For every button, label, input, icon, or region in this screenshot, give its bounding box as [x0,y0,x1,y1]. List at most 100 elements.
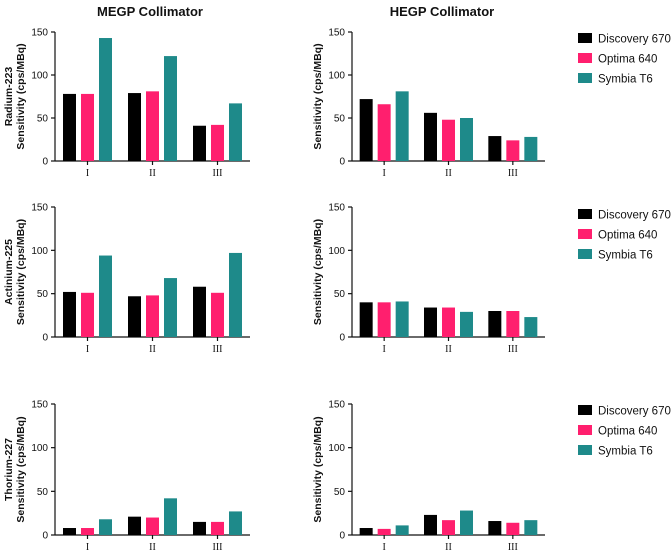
y-axis-label: Sensitivity (cps/MBq) [15,219,27,325]
bar-symbia-t6-III [524,136,538,161]
legend: Discovery 670 Optima 640 Symbia T6 [578,405,671,458]
y-axis-label: Sensitivity (cps/MBq) [312,416,324,522]
x-tick-label: II [149,542,156,553]
bar-discovery-670-II [424,307,437,337]
legend-swatch [578,229,592,239]
bar-symbia-t6-III [524,317,538,337]
legend-label: Symbia T6 [598,250,653,262]
bar-optima-640-II [442,119,455,161]
bar-optima-640-I [81,93,94,161]
legend-label: Optima 640 [598,54,657,66]
y-tick-label: 0 [339,157,345,168]
y-tick-label: 150 [31,203,48,214]
legend-label: Optima 640 [598,230,657,242]
y-tick-label: 0 [339,333,345,344]
bar-optima-640-III [211,124,224,161]
legend-swatch [578,209,592,219]
bar-symbia-t6-II [460,118,473,161]
x-tick-label: I [382,542,385,553]
bar-optima-640-I [377,104,391,161]
y-axis-label: Sensitivity (cps/MBq) [312,219,324,325]
bar-optima-640-III [506,522,520,535]
bar-optima-640-II [146,91,159,161]
y-tick-label: 100 [328,71,345,82]
legend-swatch [578,425,592,435]
x-tick-label: I [382,168,385,179]
bar-optima-640-III [506,311,520,337]
y-tick-label: 150 [328,203,345,214]
y-tick-label: 50 [334,114,346,125]
bar-optima-640-III [506,140,520,161]
x-tick-label: I [382,344,385,355]
x-tick-label: II [445,344,452,355]
chart-panel-3: 0 50 100 150 Sensitivity (cps/MBq)Actinium-2… [3,203,250,355]
y-tick-label: 150 [31,28,48,39]
legend: Discovery 670 Optima 640 Symbia T6 [578,209,671,262]
x-tick-label: I [86,168,89,179]
column-title-hegp: HEGP Collimator [390,4,495,19]
y-tick-label: 100 [31,246,48,257]
legend-label: Discovery 670 [598,210,671,222]
bar-symbia-t6-II [164,278,177,337]
chart-panel-1: 0 50 100 150 Sensitivity (cps/MBq)Radium-223… [3,28,250,179]
bar-symbia-t6-II [164,498,177,535]
x-tick-label: II [149,168,156,179]
legend-swatch [578,445,592,455]
y-tick-label: 0 [42,531,48,542]
bar-discovery-670-I [359,528,373,535]
row-label: Thorium-227 [3,438,15,501]
bar-optima-640-I [377,302,391,337]
bar-symbia-t6-I [99,255,112,337]
legend-swatch [578,53,592,63]
chart-panel-5: 0 50 100 150 Sensitivity (cps/MBq)Thorium-22… [3,400,250,553]
bar-symbia-t6-II [460,510,473,535]
legend-label: Discovery 670 [598,34,671,46]
y-tick-label: 50 [334,289,346,300]
row-label: Actinium-225 [3,239,15,305]
bar-discovery-670-II [128,93,141,161]
bar-optima-640-III [211,521,224,535]
bar-optima-640-II [146,517,159,535]
legend-label: Optima 640 [598,426,657,438]
bar-optima-640-II [442,520,455,535]
row-label: Radium-223 [3,67,15,127]
y-tick-label: 0 [42,157,48,168]
legend-label: Discovery 670 [598,406,671,418]
bar-discovery-670-III [193,286,206,337]
bar-discovery-670-II [424,514,437,535]
y-tick-label: 100 [31,443,48,454]
bar-discovery-670-III [193,125,206,161]
y-tick-label: 100 [328,443,345,454]
x-tick-label: II [149,344,156,355]
bar-symbia-t6-I [395,91,409,161]
bar-discovery-670-III [488,311,502,337]
y-axis-label: Sensitivity (cps/MBq) [312,43,324,149]
bar-symbia-t6-III [229,103,242,161]
y-axis-label: Sensitivity (cps/MBq) [15,416,27,522]
x-tick-label: I [86,542,89,553]
x-tick-label: II [445,168,452,179]
x-tick-label: III [508,168,518,179]
x-tick-label: III [213,344,223,355]
y-tick-label: 150 [328,28,345,39]
y-tick-label: 150 [31,400,48,411]
bar-discovery-670-I [63,93,76,161]
bar-symbia-t6-III [524,520,538,535]
legend-swatch [578,73,592,83]
bar-optima-640-I [81,528,94,535]
y-tick-label: 0 [339,531,345,542]
x-tick-label: III [213,542,223,553]
bar-discovery-670-I [63,528,76,535]
bar-symbia-t6-I [99,38,112,161]
legend-swatch [578,405,592,415]
bar-symbia-t6-I [99,519,112,535]
bar-discovery-670-III [488,136,502,161]
bar-symbia-t6-II [460,311,473,337]
bar-discovery-670-II [128,516,141,535]
y-tick-label: 50 [37,487,49,498]
bar-discovery-670-II [128,296,141,337]
y-tick-label: 100 [328,246,345,257]
bar-discovery-670-III [488,521,502,535]
